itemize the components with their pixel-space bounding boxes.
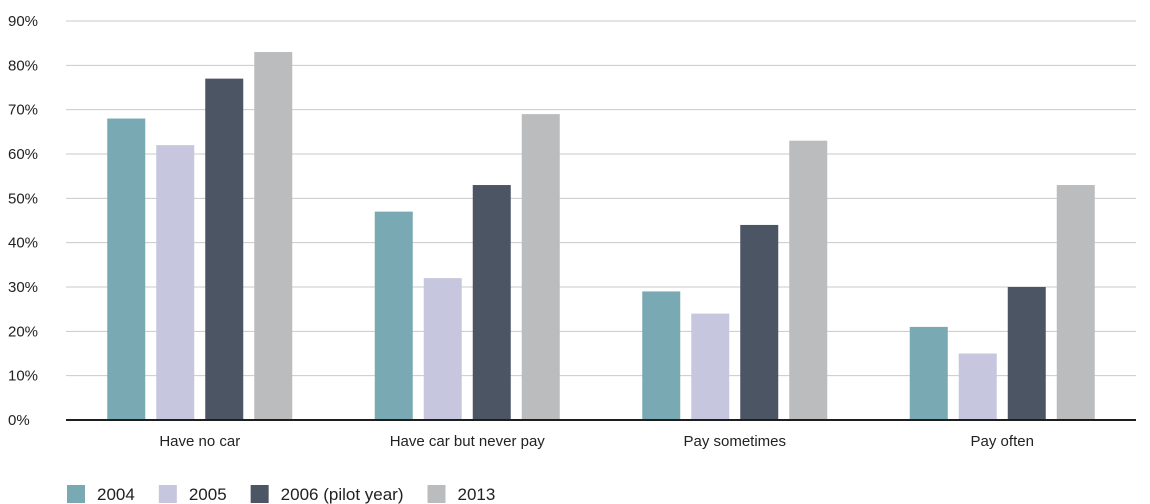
y-tick-label: 70% [8,102,38,119]
x-axis-category-labels: Have no car Have car but never pay Pay som… [159,433,1034,450]
bar [1056,185,1095,420]
bar [472,185,511,420]
y-tick-label: 20% [8,323,38,340]
legend-swatch [250,485,269,503]
bar [958,353,997,420]
legend-label: 2013 [458,485,496,504]
bar [423,278,462,420]
bar [374,211,413,420]
bar [642,291,681,420]
legend-label: 2006 (pilot year) [281,485,404,504]
bar [691,313,730,420]
y-tick-label: 40% [8,235,38,252]
bars [107,52,1095,421]
y-axis-tick-labels: 0% 10% 20% 30% 40% 50% 60% 70% 80% 90% [8,13,38,429]
legend: 2004 2005 2006 (pilot year) 2013 [67,485,495,504]
legend-swatch [67,485,85,503]
y-tick-label: 30% [8,279,38,296]
y-tick-label: 80% [8,57,38,74]
bar [156,145,195,420]
bar [107,118,146,421]
bar [205,78,244,420]
legend-swatch [427,485,446,503]
bar [789,140,828,420]
bar [254,52,293,421]
bar [521,114,560,420]
legend-label: 2005 [189,485,227,504]
y-tick-label: 0% [8,412,30,429]
x-category-label: Have car but never pay [390,433,546,450]
x-category-label: Have no car [159,433,240,450]
x-category-label: Pay often [971,433,1034,450]
bar [1007,287,1046,420]
y-tick-label: 60% [8,146,38,163]
y-tick-label: 90% [8,13,38,30]
y-tick-label: 10% [8,368,38,385]
bar [740,224,779,420]
legend-label: 2004 [97,485,135,504]
gridlines [66,20,1136,377]
y-tick-label: 50% [8,190,38,207]
bar [909,326,948,420]
legend-swatch [158,485,177,503]
x-category-label: Pay sometimes [683,433,786,450]
